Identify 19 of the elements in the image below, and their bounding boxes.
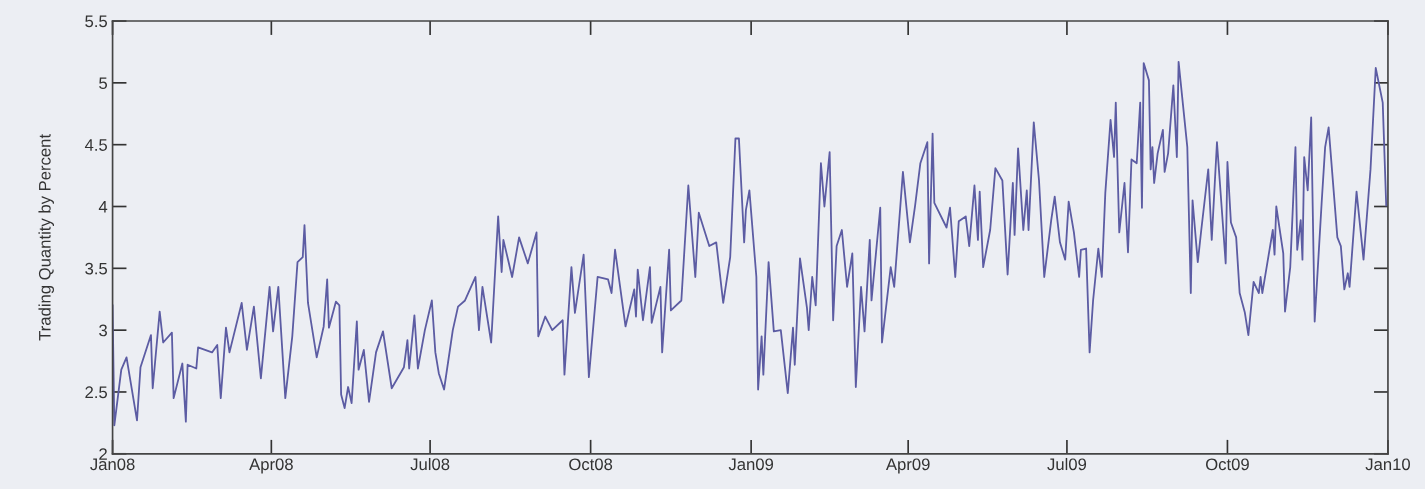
y-tick-label: 5 <box>99 77 108 90</box>
x-tick-label: Jul09 <box>1047 457 1087 471</box>
y-tick-label: 3 <box>99 324 107 337</box>
y-tick-label: 5.5 <box>85 15 108 28</box>
line-series <box>112 60 1388 427</box>
y-tick-label: 4 <box>98 201 108 213</box>
y-tick-label: 2.5 <box>85 386 108 399</box>
x-tick-label: Oct08 <box>569 458 613 471</box>
x-tick-label: Apr08 <box>249 458 293 474</box>
x-tick-label: Jan08 <box>90 458 135 471</box>
x-tick-label: Oct09 <box>1205 458 1249 471</box>
y-tick-label: 4.5 <box>84 139 108 151</box>
y-tick-label: 3.5 <box>85 262 108 275</box>
y-axis-title: Trading Quantity by Percent <box>38 134 54 341</box>
x-tick-label: Jul08 <box>410 457 450 471</box>
x-tick-label: Jan10 <box>1365 458 1411 471</box>
x-tick-label: Jan09 <box>728 458 774 471</box>
y-tick-label: 2 <box>99 448 107 460</box>
x-tick-label: Apr09 <box>885 458 930 474</box>
